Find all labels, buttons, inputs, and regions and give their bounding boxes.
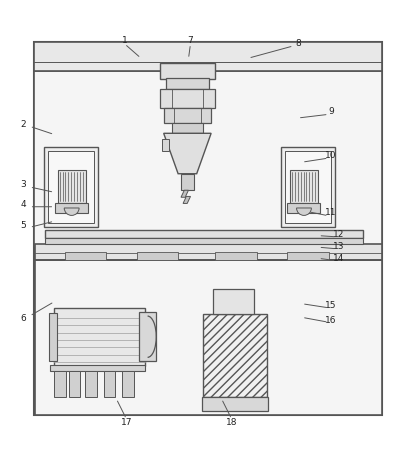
Bar [202,396,268,411]
Bar [57,169,85,203]
Text: 9: 9 [327,107,333,116]
Bar [104,371,115,397]
Text: 10: 10 [324,150,336,160]
Text: 13: 13 [332,242,344,251]
Bar [181,174,193,190]
Text: 15: 15 [324,301,336,310]
Bar [54,371,66,397]
Bar [171,124,202,133]
Text: 6: 6 [21,313,26,323]
Bar [202,314,266,396]
Bar [44,147,97,227]
Bar [159,89,215,108]
Bar [280,147,334,227]
Bar [50,365,145,371]
Text: 11: 11 [324,208,336,218]
Text: 2: 2 [21,120,26,129]
Text: 18: 18 [225,418,237,426]
Bar [287,252,328,260]
Bar [215,252,256,260]
Text: 14: 14 [332,254,344,263]
Bar [139,312,156,362]
Bar [165,78,209,89]
Bar [161,139,169,151]
Text: 16: 16 [324,316,336,325]
Text: 8: 8 [294,39,300,48]
Wedge shape [64,208,79,215]
Bar [69,371,80,397]
Bar [287,203,320,213]
Bar [55,203,88,213]
Bar [159,63,215,79]
Wedge shape [296,208,311,215]
Bar [48,151,93,223]
Bar [137,252,178,260]
Text: 4: 4 [21,200,26,209]
Bar [49,313,57,361]
Text: 12: 12 [332,230,344,239]
Bar [289,169,317,203]
Bar [122,371,134,397]
Polygon shape [180,190,190,203]
Text: 5: 5 [21,221,26,230]
Bar [33,42,382,70]
Text: 3: 3 [21,180,26,188]
Bar [45,230,362,238]
Polygon shape [163,133,211,174]
Text: 17: 17 [121,418,132,426]
Bar [34,260,382,415]
Bar [45,238,362,244]
Bar [213,289,254,314]
Bar [285,151,330,223]
Text: 1: 1 [121,37,127,45]
Bar [54,308,145,366]
Bar [33,42,382,415]
Bar [163,108,211,124]
Bar [64,252,106,260]
Text: 7: 7 [187,37,193,45]
Bar [85,371,97,397]
Bar [33,70,382,248]
Bar [34,244,382,260]
